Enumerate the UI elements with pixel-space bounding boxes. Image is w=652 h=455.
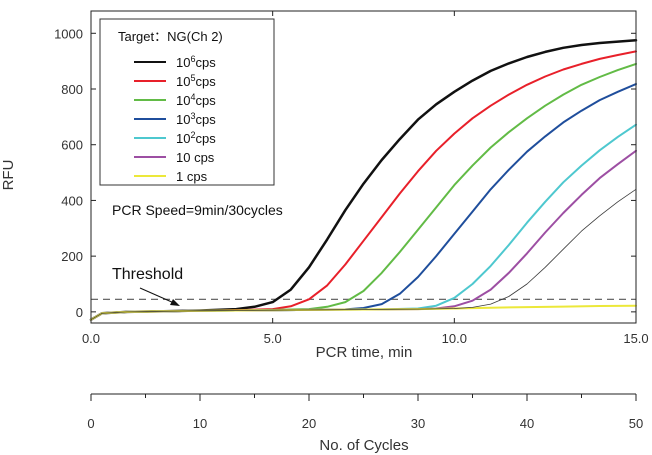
legend: Target：NG(Ch 2) 106cps 105cps 104cps 103cps… [99, 18, 275, 186]
cycle-tick-label-4: 40 [520, 416, 534, 431]
threshold-arrow-head [170, 299, 180, 306]
y-tick-label-2: 400 [61, 193, 83, 208]
y-tick-label-1: 200 [61, 249, 83, 264]
x-tick-label-0: 0.0 [82, 331, 100, 346]
x-axis-title: PCR time, min [316, 344, 413, 361]
y-tick-label-0: 0 [76, 305, 83, 320]
series-line-7 [90, 188, 637, 321]
x-tick-label-2: 10.0 [442, 331, 467, 346]
legend-label-2: 104cps [176, 92, 216, 108]
x-tick-label-3: 15.0 [623, 331, 648, 346]
pcr-speed-annotation: PCR Speed=9min/30cycles [112, 202, 283, 218]
legend-label-4: 102cps [176, 130, 216, 146]
legend-label-5: 10 cps [176, 150, 215, 165]
y-axis-title: RFU [0, 160, 17, 191]
cycle-tick-label-0: 0 [87, 416, 94, 431]
legend-label-1: 105cps [176, 73, 216, 89]
threshold-label: Threshold [112, 266, 183, 283]
legend-label-0: 106cps [176, 54, 216, 70]
legend-label-6: 1 cps [176, 169, 208, 184]
cycle-tick-label-3: 30 [411, 416, 425, 431]
legend-label-3: 103cps [176, 111, 216, 127]
y-tick-label-3: 600 [61, 138, 83, 153]
cycle-tick-label-5: 50 [629, 416, 643, 431]
secondary-x-axis-title: No. of Cycles [319, 437, 408, 454]
y-tick-label-5: 1000 [54, 26, 83, 41]
threshold-arrow-shaft [139, 287, 175, 304]
threshold-layer [91, 287, 636, 306]
y-tick-label-4: 800 [61, 82, 83, 97]
tick-layer: 0 200 400 600 800 1000 0.0 5.0 10.0 15.0 0 10 20 30 40… [54, 11, 649, 431]
legend-box [99, 18, 275, 186]
legend-title: Target：NG(Ch 2) [118, 29, 223, 44]
series-layer [89, 39, 638, 321]
x-tick-label-1: 5.0 [264, 331, 282, 346]
cycle-tick-label-2: 20 [302, 416, 316, 431]
cycle-tick-label-1: 10 [193, 416, 207, 431]
plot-frame [90, 10, 637, 324]
